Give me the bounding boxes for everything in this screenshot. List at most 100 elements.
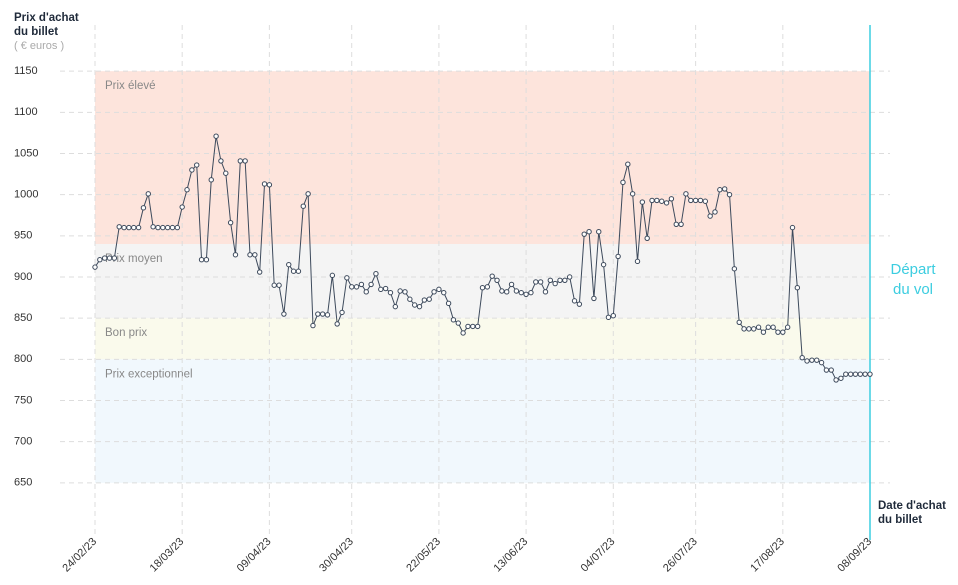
price-point (179, 204, 185, 210)
price-point (552, 280, 558, 287)
price-point (465, 323, 471, 330)
price-point (639, 199, 646, 205)
price-point (344, 275, 350, 281)
price-point (499, 288, 505, 294)
price-point (431, 289, 437, 295)
price-point (441, 289, 447, 296)
y-tick-label: 950 (14, 230, 32, 242)
price-point (755, 324, 762, 330)
price-point (591, 295, 597, 302)
price-point (823, 367, 830, 373)
x-tick-label: 18/03/23 (148, 536, 187, 575)
price-point (402, 289, 408, 295)
price-point (334, 321, 340, 327)
price-point (450, 317, 457, 323)
price-point (707, 213, 713, 219)
y-tick-label: 1150 (14, 65, 38, 77)
price-point (174, 224, 181, 231)
price-point (571, 298, 578, 304)
price-point (547, 277, 554, 283)
price-point (460, 330, 466, 336)
price-point (368, 281, 374, 288)
price-point (218, 158, 224, 164)
x-tick-label: 26/07/23 (661, 536, 700, 575)
price-point (160, 224, 166, 231)
price-point (286, 261, 292, 268)
price-point (116, 224, 122, 230)
x-tick-label: 09/04/23 (235, 536, 274, 575)
price-point (387, 289, 394, 296)
price-point (852, 371, 859, 377)
y-tick-label: 850 (14, 312, 32, 324)
price-point (310, 322, 316, 329)
price-point (131, 224, 137, 231)
price-point (751, 326, 757, 332)
y-tick-label: 650 (14, 477, 32, 489)
band-label: Prix élevé (105, 80, 156, 92)
price-point (741, 326, 747, 332)
price-point (470, 323, 476, 330)
price-band (95, 71, 870, 245)
x-tick-label: 24/02/23 (60, 536, 99, 575)
price-point (155, 224, 161, 231)
price-point (300, 203, 306, 209)
price-point (726, 191, 733, 198)
price-band (95, 359, 870, 483)
price-point (436, 286, 442, 293)
price-point (392, 303, 399, 310)
price-point (537, 279, 544, 285)
price-point (542, 289, 549, 295)
price-point (814, 357, 820, 363)
price-point (586, 229, 592, 235)
price-point (474, 323, 481, 330)
price-point (281, 311, 287, 317)
price-point (717, 187, 723, 193)
price-point (605, 314, 612, 321)
price-point (625, 161, 631, 167)
price-point (203, 257, 210, 263)
price-point (184, 187, 190, 193)
y-tick-label: 1100 (14, 106, 38, 118)
price-point (789, 224, 796, 231)
price-point (106, 255, 113, 261)
price-point (319, 311, 326, 317)
price-point (208, 177, 214, 183)
price-point (227, 219, 234, 226)
price-point (101, 255, 108, 261)
price-point (349, 284, 355, 290)
price-point (678, 221, 684, 228)
price-point (455, 320, 461, 326)
band-label: Prix moyen (105, 253, 163, 265)
price-band (95, 318, 870, 360)
y-tick-label: 700 (14, 436, 32, 448)
price-point (145, 191, 151, 197)
price-point (765, 324, 771, 330)
price-point (484, 284, 491, 290)
price-point (508, 281, 515, 288)
price-point (862, 371, 868, 377)
price-band (95, 244, 870, 319)
annotation: du vol (893, 281, 933, 298)
price-point (838, 375, 844, 381)
x-tick-label: 17/08/23 (748, 536, 787, 575)
price-point (644, 235, 650, 242)
price-point (242, 158, 248, 164)
price-point (629, 191, 636, 197)
price-point (479, 285, 486, 291)
price-point (276, 282, 282, 288)
price-point (232, 252, 239, 258)
price-point (683, 191, 689, 197)
price-point (135, 224, 142, 231)
price-point (533, 279, 539, 285)
price-point (760, 329, 767, 335)
price-point (600, 261, 607, 268)
price-point (416, 303, 423, 310)
price-point (847, 371, 854, 377)
price-point (780, 329, 786, 335)
price-point (731, 266, 738, 272)
price-point (295, 268, 302, 274)
price-point (688, 197, 694, 204)
price-point (445, 300, 452, 307)
